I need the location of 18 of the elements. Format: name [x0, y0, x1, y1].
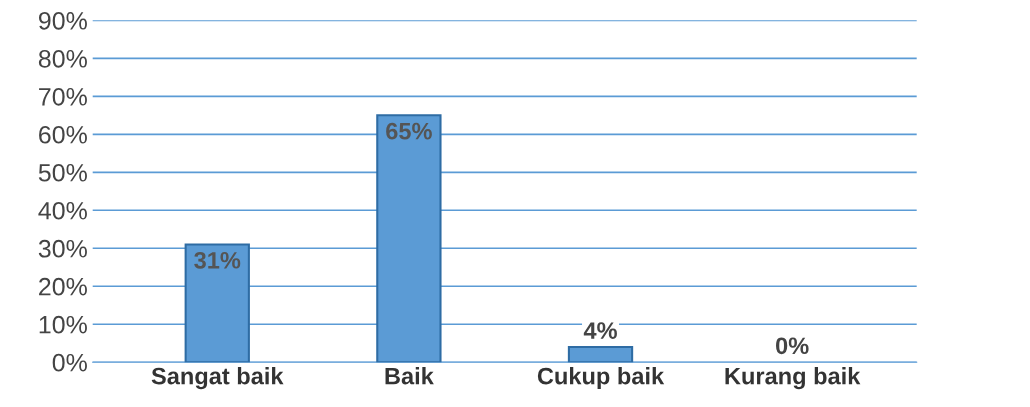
y-tick-label: 20%: [39, 277, 87, 296]
data-label: 4%: [583, 322, 617, 339]
y-tick-label: 80%: [38, 49, 87, 68]
data-label: 0%: [776, 337, 809, 355]
y-tick-label: 50%: [38, 163, 87, 182]
x-tick-label: Kurang baik: [725, 367, 861, 390]
data-label: 31%: [194, 251, 241, 269]
y-tick-label: 30%: [38, 239, 87, 258]
x-tick-label: Cukup baik: [537, 367, 665, 390]
y-tick-label: 70%: [39, 87, 87, 106]
data-label: 65%: [386, 122, 432, 140]
x-tick-label: Sangat baik: [151, 367, 284, 390]
y-tick-label: 0%: [52, 353, 87, 372]
y-tick-label: 10%: [39, 315, 87, 334]
y-tick-label: 90%: [38, 11, 87, 30]
x-tick-label: Baik: [385, 367, 434, 385]
y-tick-label: 60%: [39, 125, 87, 144]
y-tick-label: 40%: [38, 201, 87, 220]
